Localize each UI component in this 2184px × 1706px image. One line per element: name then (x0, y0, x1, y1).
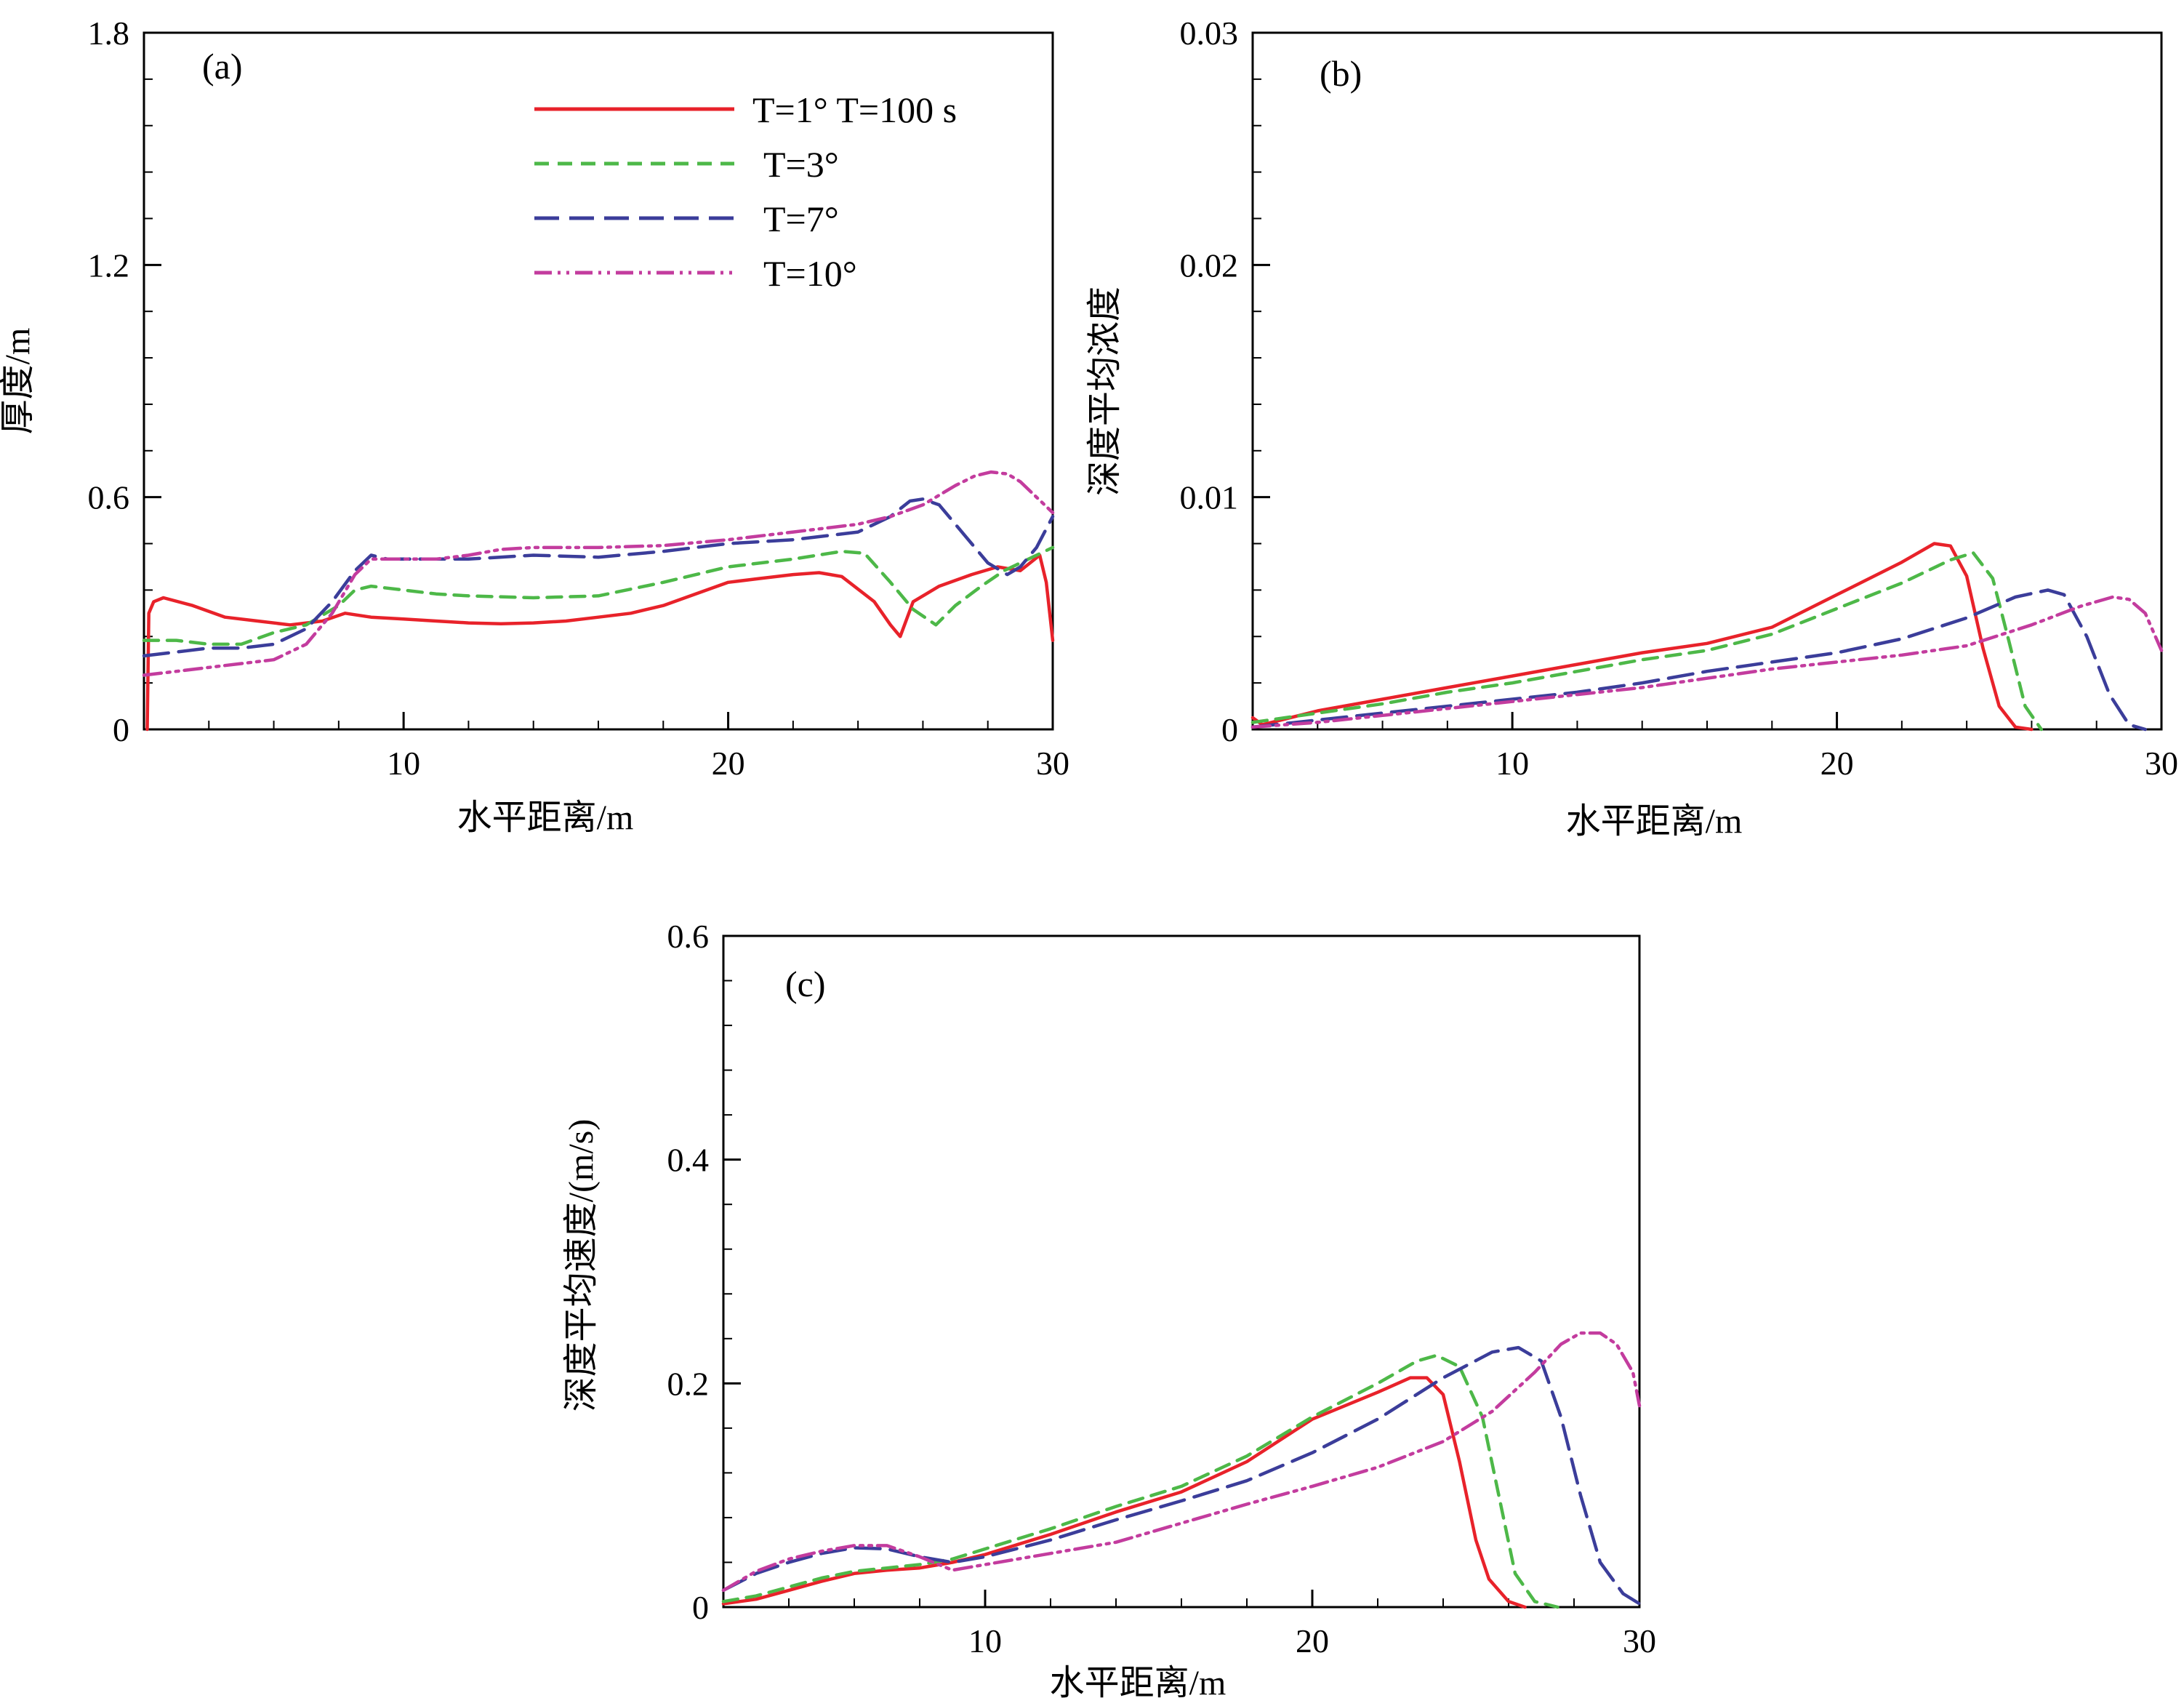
legend-label-t10: T=10° (763, 253, 857, 294)
y-tick-label: 0 (113, 711, 129, 748)
legend-label-t3: T=3° (763, 144, 839, 185)
y-tick-label: 0 (692, 1589, 709, 1626)
y-tick-label: 1.8 (88, 15, 130, 52)
legend-label-t1: T=1° T=100 s (752, 89, 957, 130)
y-tick-label: 0.4 (667, 1142, 710, 1179)
series-line-t10 (1250, 595, 2164, 729)
panel-c-ticks (723, 934, 1641, 1609)
series-line-t7 (721, 1345, 1642, 1606)
panel-b-frame (1251, 31, 2163, 731)
panel-c-ylabel: 深度平均速度/(m/s) (562, 1119, 601, 1412)
x-tick-label: 10 (968, 1622, 1002, 1659)
x-tick-label: 30 (2145, 745, 2178, 782)
x-tick-label: 20 (1296, 1622, 1329, 1659)
panel-c-xlabel: 水平距离/m (1050, 1664, 1227, 1702)
legend: T=1° T=100 s T=3° T=7° T=10° (534, 89, 957, 294)
panel-b: 10 20 30 0 0.01 0.02 0.03 (b) 水平距离/m 深度平均浓度 (1085, 15, 2178, 841)
series-line-t3 (721, 1353, 1559, 1609)
y-tick-label: 0.2 (667, 1365, 710, 1402)
x-tick-label: 20 (1820, 745, 1854, 782)
panel-b-ylabel: 深度平均浓度 (1085, 287, 1124, 496)
series-line-t3 (142, 545, 1055, 646)
panel-c-series (721, 1331, 1642, 1609)
y-tick-label: 0.03 (1180, 15, 1239, 52)
y-tick-label: 0.6 (667, 918, 710, 955)
series-line-t3 (1250, 551, 2044, 732)
panel-c-tick-labels: 10 20 30 0 0.2 0.4 0.6 (667, 918, 1657, 1659)
y-tick-label: 0.6 (88, 479, 130, 516)
series-line-t7 (142, 497, 1055, 658)
series-line-t1 (721, 1376, 1527, 1609)
panel-b-letter: (b) (1320, 53, 1362, 94)
panel-a-series (142, 470, 1055, 732)
x-tick-label: 10 (387, 745, 420, 782)
series-line-t10 (142, 470, 1055, 677)
series-line-t1 (1250, 542, 2034, 732)
series-line-t1 (145, 553, 1055, 732)
y-tick-label: 0.02 (1180, 247, 1239, 284)
x-tick-label: 10 (1496, 745, 1529, 782)
panel-c-letter: (c) (785, 964, 826, 1004)
panel-b-series (1250, 542, 2164, 732)
x-tick-label: 30 (1036, 745, 1069, 782)
y-tick-label: 0.01 (1180, 479, 1239, 516)
series-line-t7 (1250, 588, 2147, 732)
panel-b-ticks (1252, 31, 2163, 731)
x-tick-label: 30 (1623, 1622, 1656, 1659)
y-tick-label: 0 (1221, 711, 1238, 748)
panel-a-tick-labels: 10 20 30 0 0.6 1.2 1.8 (88, 15, 1070, 782)
y-tick-label: 1.2 (88, 247, 130, 284)
x-tick-label: 20 (712, 745, 745, 782)
panel-b-tick-labels: 10 20 30 0 0.01 0.02 0.03 (1180, 15, 2179, 782)
panel-a-ylabel: 厚度/m (0, 328, 37, 435)
panel-c: 10 20 30 0 0.2 0.4 0.6 (c) 水平距离/m 深度平均速度/(m/s) (562, 918, 1656, 1702)
panel-a-xlabel: 水平距离/m (457, 798, 634, 837)
legend-label-t7: T=7° (763, 199, 839, 239)
panel-b-xlabel: 水平距离/m (1566, 802, 1743, 841)
panel-a: 10 20 30 0 0.6 1.2 1.8 (a) 水平距离/m 厚度/m T=1° T=… (0, 15, 1069, 837)
panel-a-letter: (a) (202, 46, 243, 87)
series-line-t10 (721, 1331, 1642, 1593)
